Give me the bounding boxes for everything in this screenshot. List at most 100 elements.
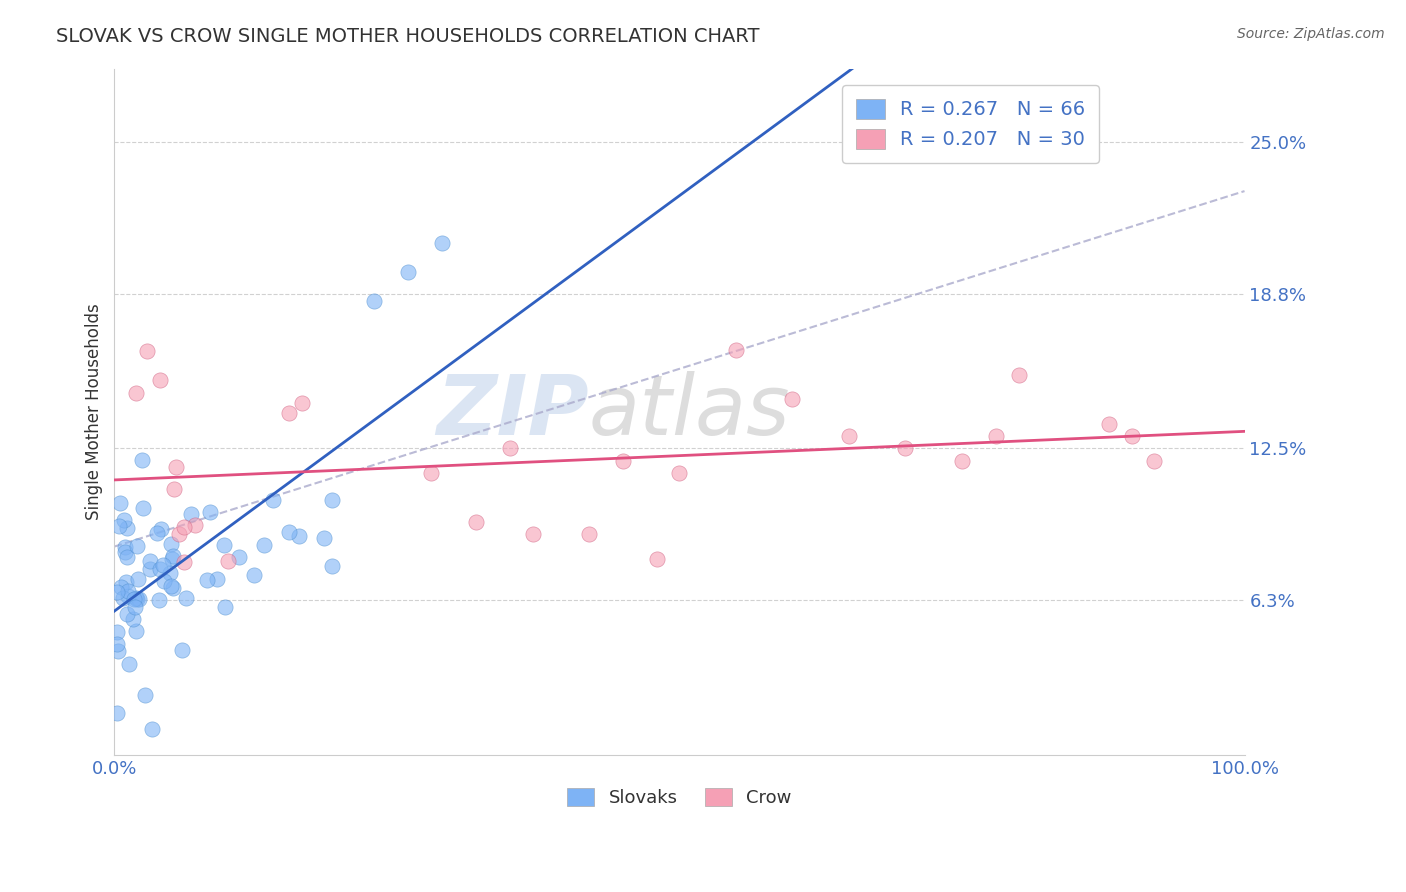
Point xyxy=(214,600,236,615)
Point xyxy=(108,496,131,510)
Point xyxy=(149,373,172,387)
Point xyxy=(107,644,129,658)
Point xyxy=(950,454,973,468)
Point xyxy=(173,555,195,569)
Point xyxy=(132,501,155,516)
Point xyxy=(148,592,170,607)
Point xyxy=(152,558,174,573)
Point xyxy=(167,527,190,541)
Text: SLOVAK VS CROW SINGLE MOTHER HOUSEHOLDS CORRELATION CHART: SLOVAK VS CROW SINGLE MOTHER HOUSEHOLDS … xyxy=(56,27,759,45)
Point xyxy=(499,442,522,456)
Point xyxy=(1007,368,1029,382)
Point xyxy=(107,519,129,533)
Text: atlas: atlas xyxy=(589,371,790,452)
Point xyxy=(131,453,153,467)
Point xyxy=(124,600,146,615)
Point xyxy=(136,343,159,358)
Point xyxy=(184,517,207,532)
Point xyxy=(128,591,150,606)
Point xyxy=(578,527,600,541)
Point xyxy=(645,551,668,566)
Point xyxy=(212,538,235,552)
Point xyxy=(114,540,136,554)
Point xyxy=(115,607,138,621)
Point xyxy=(117,584,139,599)
Y-axis label: Single Mother Households: Single Mother Households xyxy=(86,303,103,520)
Point xyxy=(160,537,183,551)
Legend: Slovaks, Crow: Slovaks, Crow xyxy=(560,780,799,814)
Point xyxy=(146,525,169,540)
Point xyxy=(430,235,453,250)
Point xyxy=(419,466,441,480)
Point xyxy=(321,559,343,574)
Point xyxy=(174,591,197,605)
Point xyxy=(612,454,634,468)
Point xyxy=(105,637,128,651)
Point xyxy=(170,643,193,657)
Point xyxy=(125,539,148,553)
Point xyxy=(125,386,148,401)
Point xyxy=(134,688,156,702)
Point xyxy=(838,429,860,443)
Point xyxy=(160,552,183,566)
Text: ZIP: ZIP xyxy=(436,371,589,452)
Point xyxy=(522,527,544,541)
Point xyxy=(125,591,148,606)
Point xyxy=(149,562,172,576)
Point xyxy=(125,592,148,607)
Point xyxy=(117,589,139,603)
Point xyxy=(1098,417,1121,431)
Point xyxy=(163,482,186,496)
Point xyxy=(125,624,148,638)
Point xyxy=(160,579,183,593)
Point xyxy=(217,554,239,568)
Point xyxy=(195,573,218,587)
Point xyxy=(984,429,1007,443)
Point xyxy=(894,442,917,456)
Point xyxy=(668,466,690,480)
Point xyxy=(180,507,202,521)
Point xyxy=(1143,454,1166,468)
Point xyxy=(110,580,132,594)
Point xyxy=(724,343,747,358)
Point xyxy=(243,568,266,582)
Point xyxy=(138,562,160,576)
Point xyxy=(291,396,314,410)
Point xyxy=(321,492,343,507)
Point xyxy=(173,520,195,534)
Point xyxy=(396,265,419,279)
Point xyxy=(141,722,163,736)
Point xyxy=(115,550,138,565)
Point xyxy=(198,505,221,519)
Point xyxy=(149,522,172,536)
Point xyxy=(105,625,128,640)
Point xyxy=(122,591,145,606)
Point xyxy=(111,591,134,606)
Text: Source: ZipAtlas.com: Source: ZipAtlas.com xyxy=(1237,27,1385,41)
Point xyxy=(122,612,145,626)
Point xyxy=(205,572,228,586)
Point xyxy=(1121,429,1143,443)
Point xyxy=(252,538,274,552)
Point xyxy=(363,294,385,309)
Point xyxy=(166,459,188,474)
Point xyxy=(112,513,135,527)
Point xyxy=(312,531,335,545)
Point xyxy=(228,549,250,564)
Point xyxy=(262,493,284,508)
Point xyxy=(105,585,128,599)
Point xyxy=(465,515,488,529)
Point xyxy=(152,574,174,588)
Point xyxy=(782,392,804,407)
Point xyxy=(159,566,181,580)
Point xyxy=(115,521,138,535)
Point xyxy=(139,553,162,567)
Point xyxy=(162,549,184,564)
Point xyxy=(127,572,149,586)
Point xyxy=(277,524,299,539)
Point xyxy=(162,581,184,595)
Point xyxy=(288,528,311,542)
Point xyxy=(277,406,299,420)
Point xyxy=(105,706,128,721)
Point xyxy=(118,657,141,672)
